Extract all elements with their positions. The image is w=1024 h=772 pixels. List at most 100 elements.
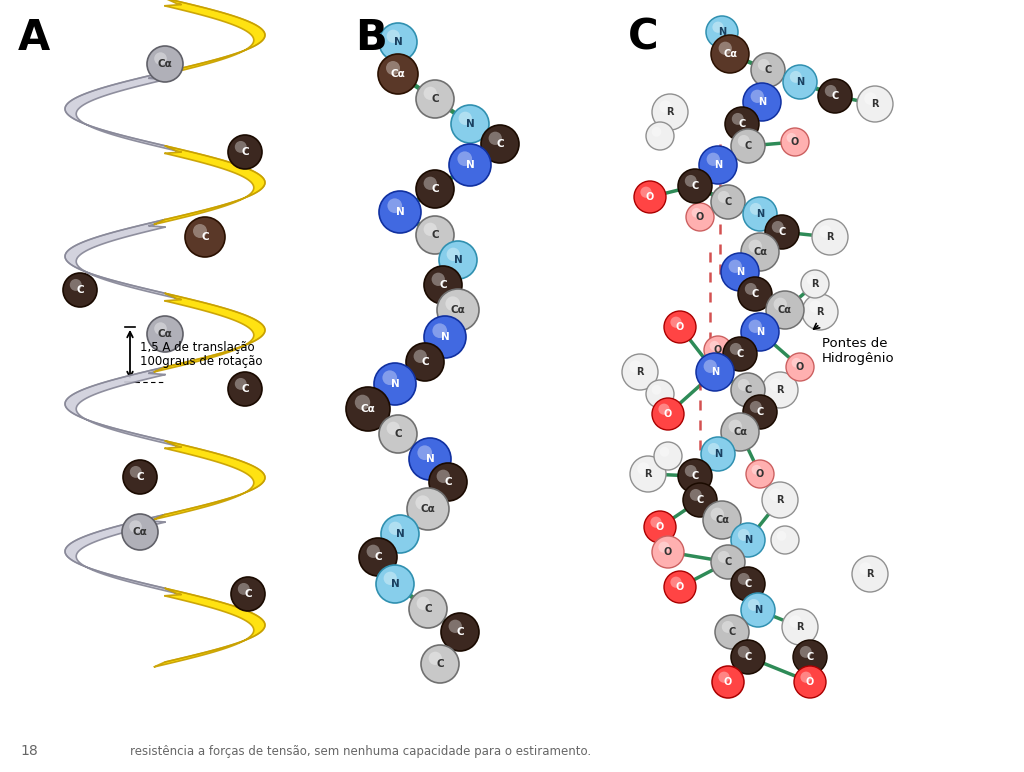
Circle shape bbox=[378, 54, 418, 94]
Circle shape bbox=[416, 80, 454, 118]
Circle shape bbox=[449, 144, 490, 186]
Circle shape bbox=[781, 128, 809, 156]
Text: C: C bbox=[497, 139, 504, 149]
Text: C: C bbox=[436, 659, 443, 669]
Circle shape bbox=[807, 275, 816, 285]
Circle shape bbox=[379, 191, 421, 233]
Circle shape bbox=[749, 320, 762, 333]
Text: Cα: Cα bbox=[733, 427, 746, 437]
Text: Cα: Cα bbox=[715, 515, 729, 525]
Circle shape bbox=[436, 469, 450, 483]
Circle shape bbox=[424, 86, 437, 100]
Circle shape bbox=[762, 482, 798, 518]
Circle shape bbox=[707, 153, 720, 166]
Circle shape bbox=[70, 279, 82, 291]
Circle shape bbox=[354, 394, 371, 410]
Circle shape bbox=[706, 16, 738, 48]
Text: C: C bbox=[439, 280, 446, 290]
Circle shape bbox=[481, 125, 519, 163]
Text: R: R bbox=[644, 469, 651, 479]
Circle shape bbox=[418, 445, 432, 460]
Circle shape bbox=[658, 404, 670, 415]
Circle shape bbox=[750, 401, 762, 413]
Circle shape bbox=[384, 571, 397, 585]
Circle shape bbox=[741, 313, 779, 351]
Text: O: O bbox=[756, 469, 764, 479]
Circle shape bbox=[678, 459, 712, 493]
Circle shape bbox=[651, 127, 662, 137]
Text: N: N bbox=[711, 367, 719, 377]
Text: C: C bbox=[421, 357, 429, 367]
Text: O: O bbox=[656, 522, 665, 532]
Text: N: N bbox=[714, 160, 722, 170]
Circle shape bbox=[646, 122, 674, 150]
Text: Cα: Cα bbox=[158, 59, 172, 69]
Text: Cα: Cα bbox=[723, 49, 737, 59]
Circle shape bbox=[748, 599, 760, 611]
Circle shape bbox=[652, 94, 688, 130]
Text: N: N bbox=[390, 379, 399, 389]
Circle shape bbox=[769, 489, 781, 501]
Circle shape bbox=[703, 501, 741, 539]
Circle shape bbox=[800, 646, 812, 658]
Circle shape bbox=[416, 170, 454, 208]
Text: C: C bbox=[738, 119, 745, 129]
Circle shape bbox=[783, 65, 817, 99]
Circle shape bbox=[738, 646, 750, 658]
Text: C: C bbox=[76, 285, 84, 295]
Polygon shape bbox=[154, 293, 265, 372]
Circle shape bbox=[367, 545, 380, 558]
Circle shape bbox=[644, 511, 676, 543]
Circle shape bbox=[431, 273, 444, 286]
Circle shape bbox=[123, 460, 157, 494]
Text: O: O bbox=[796, 362, 804, 372]
Polygon shape bbox=[154, 588, 265, 667]
Circle shape bbox=[446, 248, 460, 261]
Circle shape bbox=[793, 640, 827, 674]
Text: C: C bbox=[456, 627, 464, 637]
Circle shape bbox=[228, 372, 262, 406]
Circle shape bbox=[374, 363, 416, 405]
Circle shape bbox=[652, 398, 684, 430]
Text: N: N bbox=[440, 332, 450, 342]
Text: C: C bbox=[736, 349, 743, 359]
Circle shape bbox=[809, 300, 822, 313]
Text: O: O bbox=[676, 322, 684, 332]
Circle shape bbox=[654, 442, 682, 470]
Circle shape bbox=[751, 53, 785, 87]
Circle shape bbox=[738, 277, 772, 311]
Text: R: R bbox=[636, 367, 644, 377]
Circle shape bbox=[664, 571, 696, 603]
Circle shape bbox=[387, 422, 400, 435]
Circle shape bbox=[731, 523, 765, 557]
Text: C: C bbox=[744, 141, 752, 151]
Circle shape bbox=[651, 385, 662, 394]
Text: N: N bbox=[754, 605, 762, 615]
Text: C: C bbox=[831, 91, 839, 101]
Text: R: R bbox=[811, 279, 819, 289]
Text: C: C bbox=[724, 557, 731, 567]
Text: O: O bbox=[646, 192, 654, 202]
Text: Pontes de
Hidrogênio: Pontes de Hidrogênio bbox=[822, 337, 895, 365]
Text: N: N bbox=[718, 27, 726, 37]
Circle shape bbox=[731, 373, 765, 407]
Text: O: O bbox=[696, 212, 705, 222]
Text: C: C bbox=[691, 181, 698, 191]
Circle shape bbox=[713, 22, 724, 32]
Text: N: N bbox=[454, 255, 463, 265]
Circle shape bbox=[387, 29, 400, 43]
Circle shape bbox=[637, 462, 650, 475]
Circle shape bbox=[379, 415, 417, 453]
Circle shape bbox=[731, 640, 765, 674]
Circle shape bbox=[857, 86, 893, 122]
Text: C: C bbox=[136, 472, 143, 482]
Circle shape bbox=[749, 239, 762, 253]
Text: C: C bbox=[628, 17, 658, 59]
Polygon shape bbox=[154, 441, 265, 520]
Circle shape bbox=[699, 146, 737, 184]
Circle shape bbox=[409, 438, 451, 480]
Circle shape bbox=[712, 666, 744, 698]
Polygon shape bbox=[66, 72, 176, 151]
Text: Cα: Cα bbox=[421, 504, 435, 514]
Circle shape bbox=[744, 283, 757, 295]
